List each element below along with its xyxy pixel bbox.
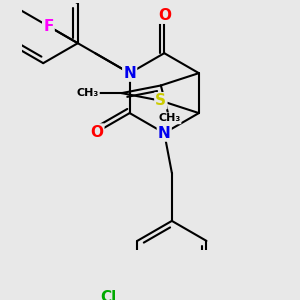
Text: F: F [43,19,54,34]
Text: CH₃: CH₃ [158,113,181,123]
Text: O: O [158,8,171,23]
Text: O: O [90,124,103,140]
Text: N: N [123,66,136,81]
Text: Cl: Cl [100,290,116,300]
Text: S: S [155,93,167,108]
Text: N: N [158,125,171,140]
Text: CH₃: CH₃ [76,88,99,98]
